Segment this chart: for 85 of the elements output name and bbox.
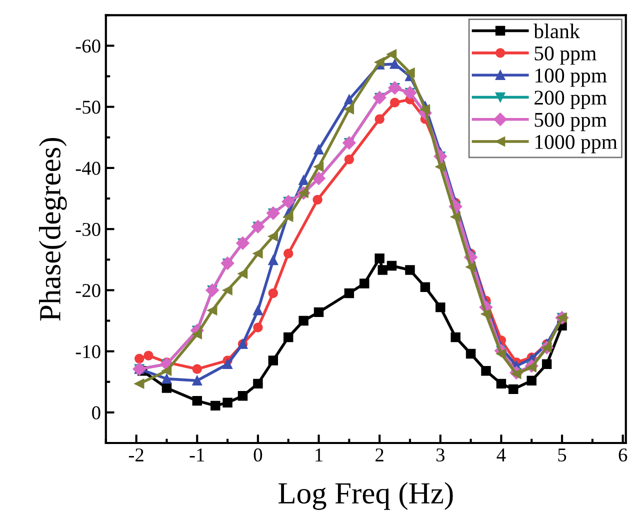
point <box>374 57 384 68</box>
point <box>481 366 491 376</box>
point <box>344 154 354 164</box>
legend-label: 500 ppm <box>534 112 607 132</box>
point <box>390 98 400 108</box>
point <box>450 332 460 342</box>
x-tick-label: 5 <box>558 448 566 462</box>
point <box>314 307 324 318</box>
point <box>144 350 154 360</box>
point <box>374 114 384 124</box>
point <box>466 262 476 272</box>
point <box>192 364 202 374</box>
legend-label: 1000 ppm <box>535 134 618 154</box>
point <box>420 282 430 292</box>
point <box>466 348 476 359</box>
y-tick-label: 0 <box>92 406 100 420</box>
point <box>436 302 446 312</box>
point <box>268 255 278 266</box>
point <box>253 248 263 258</box>
point <box>481 309 491 319</box>
point <box>238 391 248 401</box>
y-tick-label: -40 <box>76 162 100 175</box>
point <box>374 254 384 264</box>
legend-label: 100 ppm <box>535 68 607 87</box>
point <box>238 268 248 279</box>
legend-label: blank <box>534 24 580 38</box>
x-tick-label: 1 <box>316 448 322 462</box>
point <box>134 354 144 364</box>
x-tick-label: -2 <box>128 448 144 462</box>
point <box>360 278 370 288</box>
point <box>283 332 294 342</box>
point <box>390 59 400 69</box>
point <box>378 265 388 275</box>
point <box>253 378 263 389</box>
point <box>314 144 324 154</box>
point <box>268 288 278 298</box>
point <box>450 212 460 222</box>
point <box>496 378 506 389</box>
y-tick-label: -20 <box>76 284 100 298</box>
point <box>283 212 294 222</box>
point <box>268 232 278 242</box>
point <box>283 248 294 258</box>
y-tick-label: -50 <box>76 100 100 114</box>
x-tick-label: 2 <box>376 448 384 462</box>
x-tick-label: 6 <box>618 448 628 462</box>
point <box>542 359 552 370</box>
x-tick-label: 0 <box>254 448 262 462</box>
point <box>508 384 518 394</box>
x-tick-label: 4 <box>496 448 506 462</box>
point <box>207 305 218 316</box>
point <box>298 175 308 186</box>
point <box>253 322 263 332</box>
point <box>192 376 202 386</box>
point <box>162 374 172 384</box>
point <box>405 265 415 275</box>
point <box>210 400 220 411</box>
y-tick-label: -30 <box>76 222 100 236</box>
point <box>344 104 354 114</box>
legend-label: 200 ppm <box>534 90 607 109</box>
point <box>386 260 397 271</box>
point <box>192 396 202 406</box>
point <box>222 285 232 296</box>
point <box>253 305 263 316</box>
point <box>162 383 172 393</box>
point <box>344 94 354 104</box>
y-tick-label: -60 <box>76 40 100 53</box>
point <box>312 194 322 205</box>
point <box>405 68 415 78</box>
point <box>314 162 324 172</box>
point <box>386 49 397 60</box>
point <box>222 398 232 408</box>
point <box>344 288 354 298</box>
x-axis-title: Log Freq (Hz) <box>278 482 453 510</box>
x-tick-label: -1 <box>190 448 204 462</box>
point <box>298 316 308 326</box>
point <box>436 162 446 172</box>
point <box>526 376 536 386</box>
y-axis-title: Phase(degrees) <box>39 138 67 321</box>
point <box>162 366 172 376</box>
point <box>222 359 232 370</box>
y-tick-label: -10 <box>76 345 100 358</box>
point <box>268 356 278 366</box>
point <box>134 378 144 389</box>
x-tick-label: 3 <box>436 448 444 462</box>
legend-label: 50 ppm <box>534 46 596 65</box>
